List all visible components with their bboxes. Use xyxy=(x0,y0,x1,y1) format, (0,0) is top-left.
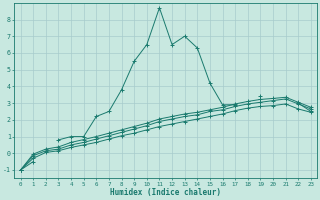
X-axis label: Humidex (Indice chaleur): Humidex (Indice chaleur) xyxy=(110,188,221,197)
